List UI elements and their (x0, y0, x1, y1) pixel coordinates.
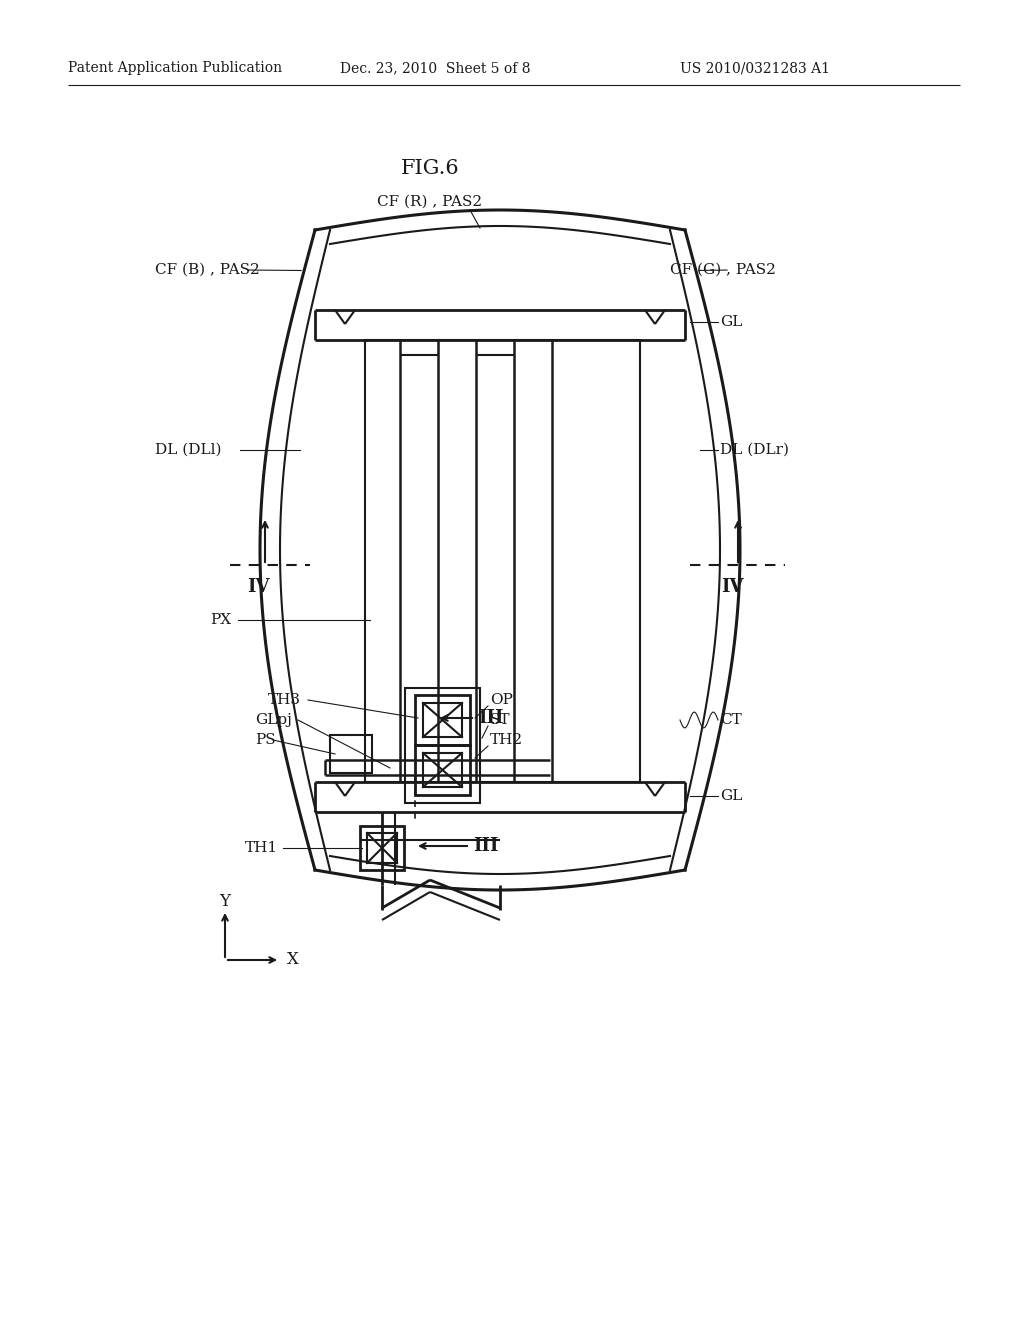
Text: TH1: TH1 (245, 841, 279, 855)
Text: ST: ST (490, 713, 511, 727)
Text: OP: OP (490, 693, 513, 708)
Bar (423, 752, 462, 787)
Text: X: X (287, 952, 299, 969)
Text: GL: GL (720, 315, 742, 329)
Bar (360, 826, 404, 870)
Text: CF (G) , PAS2: CF (G) , PAS2 (670, 263, 776, 277)
Text: PS: PS (255, 733, 275, 747)
Text: IV: IV (247, 578, 269, 597)
Text: IV: IV (721, 578, 743, 597)
Text: FIG.6: FIG.6 (400, 158, 460, 177)
Bar (365, 341, 640, 781)
Bar (330, 735, 372, 774)
Text: GL: GL (720, 789, 742, 803)
Text: DL (DLl): DL (DLl) (155, 444, 221, 457)
Text: DL (DLr): DL (DLr) (720, 444, 790, 457)
Bar (415, 744, 470, 795)
Text: GLpj: GLpj (255, 713, 292, 727)
Bar (406, 688, 480, 803)
Bar (415, 696, 470, 744)
Text: Y: Y (219, 894, 230, 911)
Text: III: III (478, 709, 504, 727)
Text: TH3: TH3 (268, 693, 301, 708)
Text: PX: PX (210, 612, 231, 627)
Text: TH2: TH2 (490, 733, 523, 747)
Text: Patent Application Publication: Patent Application Publication (68, 61, 283, 75)
Text: Dec. 23, 2010  Sheet 5 of 8: Dec. 23, 2010 Sheet 5 of 8 (340, 61, 530, 75)
Text: US 2010/0321283 A1: US 2010/0321283 A1 (680, 61, 830, 75)
Bar (423, 704, 462, 737)
Text: CF (B) , PAS2: CF (B) , PAS2 (155, 263, 260, 277)
Text: CF (R) , PAS2: CF (R) , PAS2 (378, 195, 482, 209)
Text: CT: CT (720, 713, 741, 727)
Text: III: III (473, 837, 499, 855)
Bar (367, 833, 397, 863)
